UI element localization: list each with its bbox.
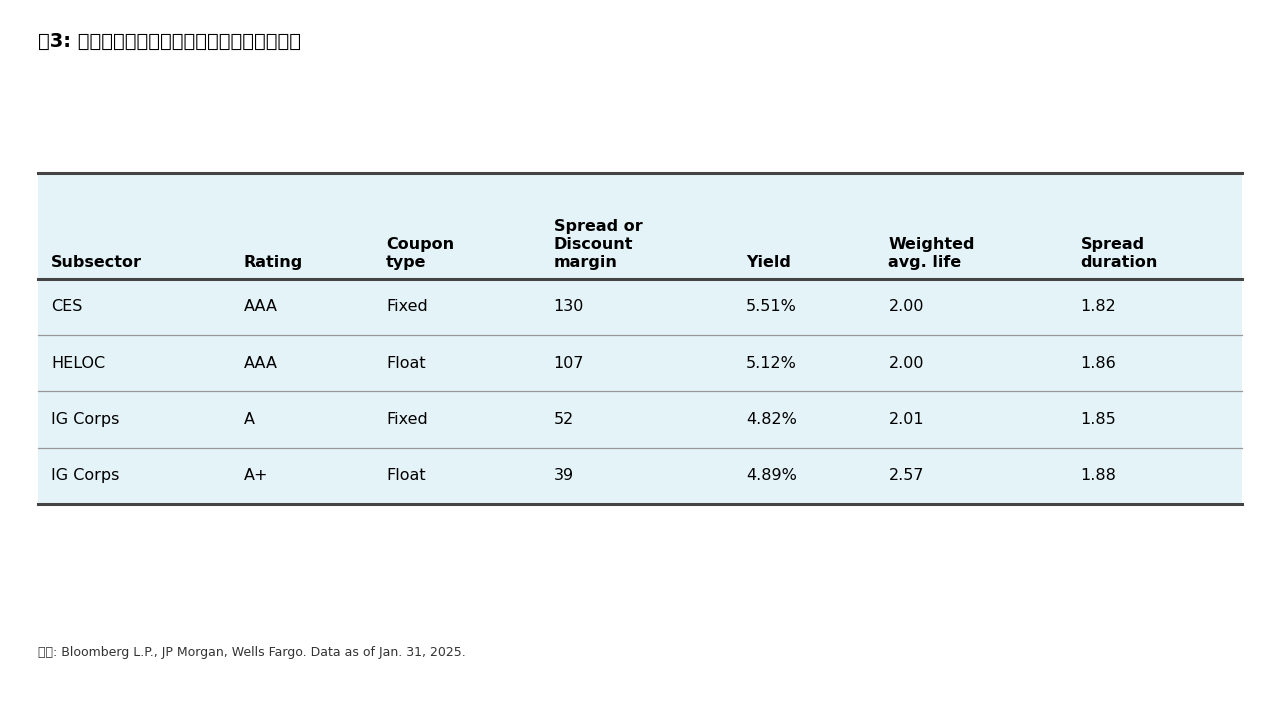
Text: CES: CES xyxy=(51,300,83,315)
Text: 出所: Bloomberg L.P., JP Morgan, Wells Fargo. Data as of Jan. 31, 2025.: 出所: Bloomberg L.P., JP Morgan, Wells Far… xyxy=(38,646,466,659)
Text: A+: A+ xyxy=(243,468,268,483)
Text: Weighted
avg. life: Weighted avg. life xyxy=(888,237,975,270)
Text: 52: 52 xyxy=(553,412,573,427)
Text: 1.85: 1.85 xyxy=(1080,412,1116,427)
Text: 4.82%: 4.82% xyxy=(746,412,796,427)
Text: 130: 130 xyxy=(553,300,584,315)
Text: Rating: Rating xyxy=(243,255,302,270)
Text: A: A xyxy=(243,412,255,427)
Text: Spread
duration: Spread duration xyxy=(1080,237,1158,270)
Text: AAA: AAA xyxy=(243,300,278,315)
Text: Float: Float xyxy=(387,356,426,371)
Text: Coupon
type: Coupon type xyxy=(387,237,454,270)
Text: 1.88: 1.88 xyxy=(1080,468,1116,483)
Text: Spread or
Discount
margin: Spread or Discount margin xyxy=(553,219,643,270)
Text: AAA: AAA xyxy=(243,356,278,371)
Text: 4.89%: 4.89% xyxy=(746,468,796,483)
Text: Fixed: Fixed xyxy=(387,412,428,427)
Text: 107: 107 xyxy=(553,356,584,371)
Text: 2.00: 2.00 xyxy=(888,300,924,315)
Text: 5.51%: 5.51% xyxy=(746,300,796,315)
Text: 1.86: 1.86 xyxy=(1080,356,1116,371)
Text: Yield: Yield xyxy=(746,255,791,270)
Text: Subsector: Subsector xyxy=(51,255,142,270)
Text: 図3: 主要な住宅ローン担保証券の相対価値比較: 図3: 主要な住宅ローン担保証券の相対価値比較 xyxy=(38,32,301,51)
Text: 2.57: 2.57 xyxy=(888,468,924,483)
Text: 2.00: 2.00 xyxy=(888,356,924,371)
Text: Fixed: Fixed xyxy=(387,300,428,315)
Text: HELOC: HELOC xyxy=(51,356,105,371)
Text: 2.01: 2.01 xyxy=(888,412,924,427)
Text: IG Corps: IG Corps xyxy=(51,412,119,427)
Text: IG Corps: IG Corps xyxy=(51,468,119,483)
Text: Float: Float xyxy=(387,468,426,483)
Text: 5.12%: 5.12% xyxy=(746,356,796,371)
Text: 1.82: 1.82 xyxy=(1080,300,1116,315)
Text: 39: 39 xyxy=(553,468,573,483)
